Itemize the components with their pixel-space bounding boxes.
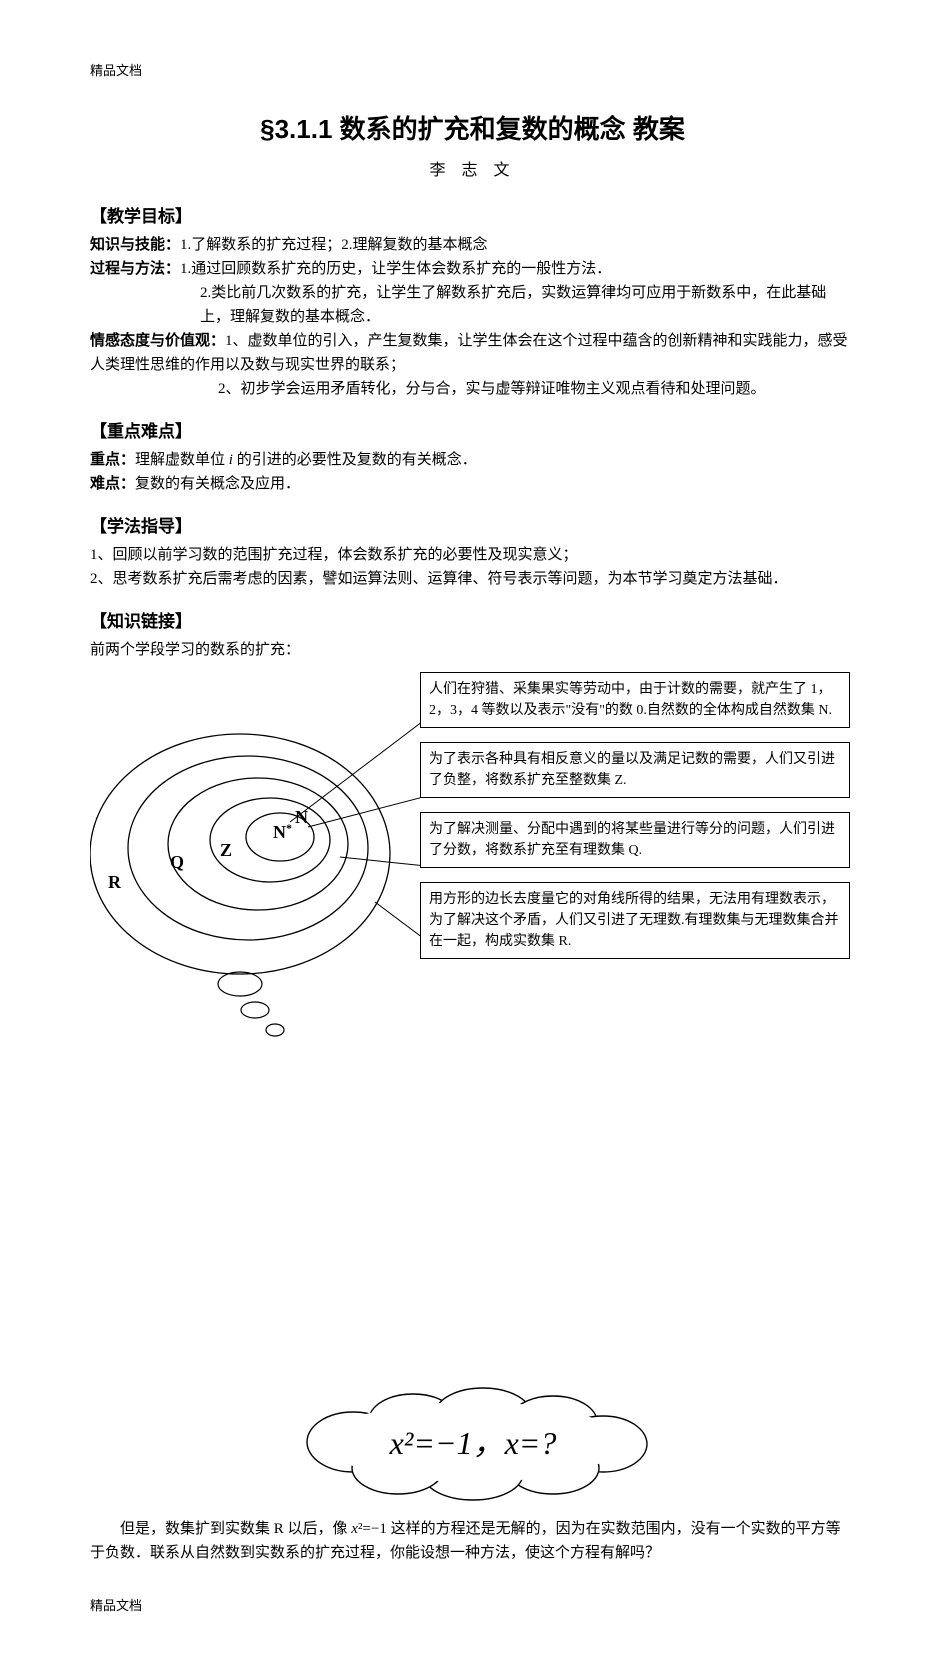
goals-attitude-2: 2、初步学会运用矛盾转化，分与合，实与虚等辩证唯物主义观点看待和处理问题。	[90, 377, 855, 401]
label-N: N*	[273, 822, 292, 843]
goals-knowledge: 知识与技能：1.了解数系的扩充过程；2.理解复数的基本概念	[90, 233, 855, 257]
closing-paragraph: 但是，数集扩到实数集 R 以后，像 x²=−1 这样的方程还是无解的，因为在实数…	[90, 1517, 855, 1565]
knowledge-intro: 前两个学段学习的数系的扩充：	[90, 638, 855, 662]
box-natural-text: 人们在狩猎、采集果实等劳动中，由于计数的需要，就产生了 1，2，3，4 等数以及…	[429, 682, 832, 718]
difficulty-line: 难点：复数的有关概念及应用．	[90, 472, 855, 496]
text-keypoint: 理解虚数单位 i 的引进的必要性及复数的有关概念．	[135, 452, 477, 468]
label-knowledge: 知识与技能：	[90, 236, 180, 253]
text-difficulty: 复数的有关概念及应用．	[135, 476, 300, 492]
box-rational-text: 为了解决测量、分配中遇到的将某些量进行等分的问题，人们引进了分数，将数系扩充至有…	[429, 822, 835, 858]
label-process: 过程与方法：	[90, 260, 180, 277]
label-R: R	[108, 872, 121, 893]
cloud-equation: x²=−1，x=?	[388, 1425, 556, 1461]
label-attitude: 情感态度与价值观：	[90, 332, 225, 349]
page-title: §3.1.1 数系的扩充和复数的概念 教案	[90, 109, 855, 146]
number-sets-diagram: N* N Z Q R	[90, 672, 420, 1042]
info-boxes: 人们在狩猎、采集果实等劳动中，由于计数的需要，就产生了 1，2，3，4 等数以及…	[420, 672, 850, 973]
header-watermark-top: 精品文档	[90, 60, 855, 79]
box-integer-text: 为了表示各种具有相反意义的量以及满足记数的需要，人们又引进了负整，将数系扩充至整…	[429, 752, 835, 788]
box-real-text: 用方形的边长去度量它的对角线所得的结果，无法用有理数表示，为了解决这个矛盾，人们…	[429, 892, 839, 949]
text-knowledge: 1.了解数系的扩充过程；2.理解复数的基本概念	[180, 237, 488, 253]
box-real: 用方形的边长去度量它的对角线所得的结果，无法用有理数表示，为了解决这个矛盾，人们…	[420, 882, 850, 959]
label-Q: Q	[170, 852, 184, 873]
method-1: 1、回顾以前学习数的范围扩充过程，体会数系扩充的必要性及现实意义；	[90, 543, 855, 567]
label-Nset: N	[295, 807, 308, 828]
section-head-method: 【学法指导】	[90, 512, 855, 537]
knowledge-diagram-row: N* N Z Q R 人们在狩猎、采集果实等劳动中，由于计数的需要，就产生了 1…	[90, 672, 855, 1402]
footer-watermark-bottom: 精品文档	[90, 1595, 855, 1614]
label-difficulty: 难点：	[90, 475, 135, 492]
keypoint-line: 重点：理解虚数单位 i 的引进的必要性及复数的有关概念．	[90, 448, 855, 472]
label-Z: Z	[220, 840, 232, 861]
sets-svg	[90, 672, 420, 1042]
section-head-keypoints: 【重点难点】	[90, 417, 855, 442]
label-keypoint: 重点：	[90, 451, 135, 468]
section-head-knowledge: 【知识链接】	[90, 607, 855, 632]
section-head-goals: 【教学目标】	[90, 202, 855, 227]
goals-attitude-1: 情感态度与价值观：1、虚数单位的引入，产生复数集，让学生体会在这个过程中蕴含的创…	[90, 329, 855, 377]
box-integer: 为了表示各种具有相反意义的量以及满足记数的需要，人们又引进了负整，将数系扩充至整…	[420, 742, 850, 798]
text-process-1: 1.通过回顾数系扩充的历史，让学生体会数系扩充的一般性方法．	[180, 261, 611, 277]
goals-process-2: 2.类比前几次数系的扩充，让学生了解数系扩充后，实数运算律均可应用于新数系中，在…	[90, 281, 855, 329]
goals-process-1: 过程与方法：1.通过回顾数系扩充的历史，让学生体会数系扩充的一般性方法．	[90, 257, 855, 281]
author: 李 志 文	[90, 156, 855, 180]
box-rational: 为了解决测量、分配中遇到的将某些量进行等分的问题，人们引进了分数，将数系扩充至有…	[420, 812, 850, 868]
method-2: 2、思考数系扩充后需考虑的因素，譬如运算法则、运算律、符号表示等问题，为本节学习…	[90, 567, 855, 591]
page: 精品文档 §3.1.1 数系的扩充和复数的概念 教案 李 志 文 【教学目标】 …	[0, 0, 945, 1654]
box-natural: 人们在狩猎、采集果实等劳动中，由于计数的需要，就产生了 1，2，3，4 等数以及…	[420, 672, 850, 728]
